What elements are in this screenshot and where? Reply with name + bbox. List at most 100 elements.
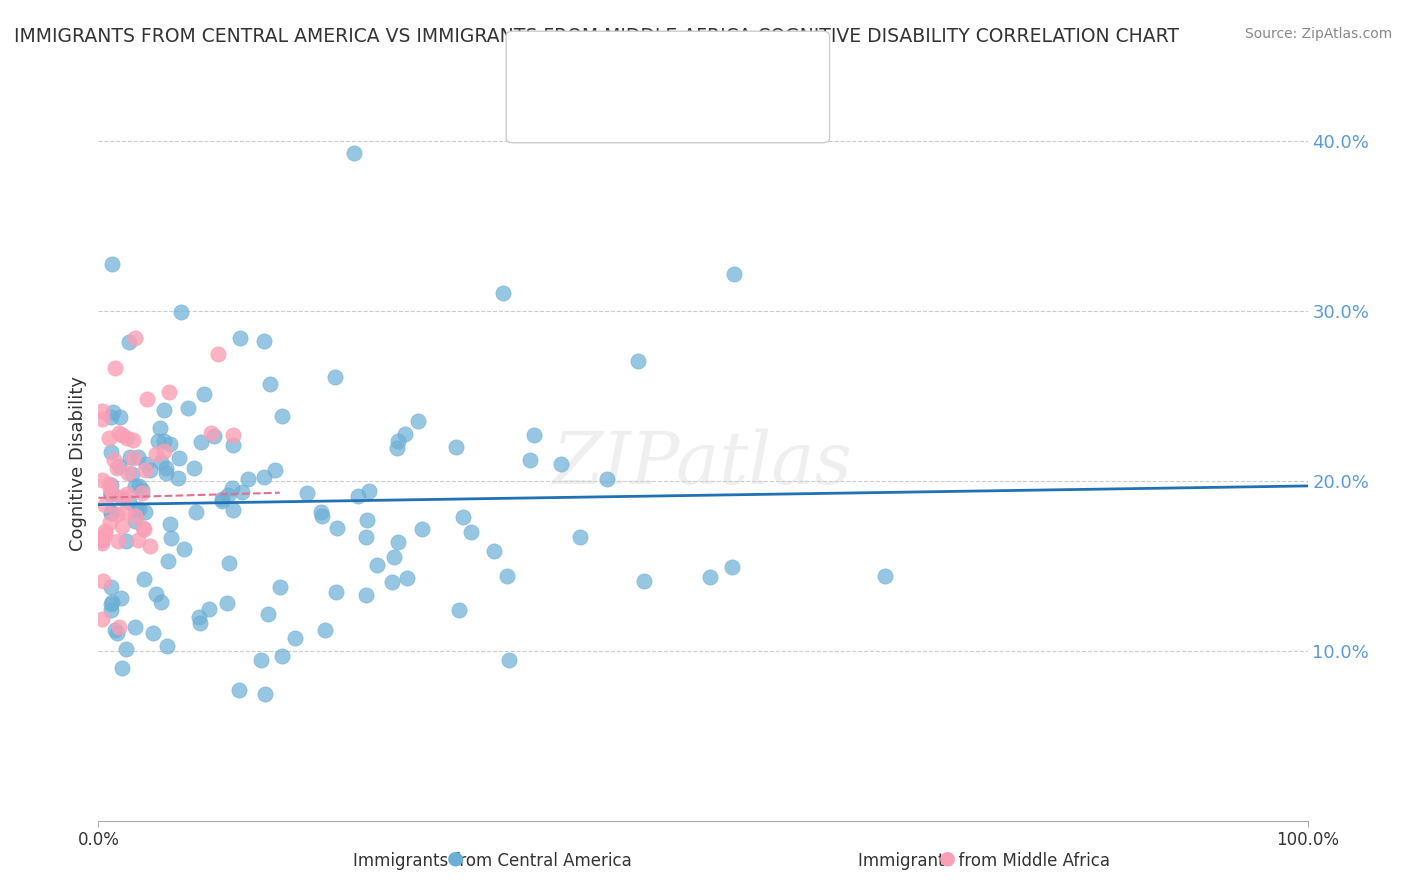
Point (259, 376, 281, 391)
Point (167, 451, 190, 466)
Text: 0.045: 0.045 (579, 58, 627, 76)
Point (354, 530, 377, 544)
Point (217, 488, 239, 502)
Point (250, 653, 273, 667)
Point (132, 522, 155, 536)
Text: ■: ■ (527, 93, 548, 112)
Point (114, 642, 136, 657)
Point (97, 431, 120, 445)
Point (124, 509, 146, 524)
Point (156, 554, 179, 568)
Point (149, 595, 172, 609)
Point (91, 412, 114, 426)
Text: Immigrants from Middle Africa: Immigrants from Middle Africa (858, 852, 1111, 870)
Point (873, 569, 896, 583)
Point (114, 505, 136, 519)
Point (229, 331, 252, 345)
Point (326, 521, 349, 535)
Point (117, 431, 139, 445)
Point (121, 451, 143, 466)
Point (381, 575, 404, 590)
Point (105, 626, 128, 640)
Point (357, 483, 380, 498)
Point (101, 487, 124, 501)
Point (451, 510, 474, 524)
Point (124, 514, 146, 528)
Point (101, 257, 124, 271)
Point (356, 513, 378, 527)
Point (128, 479, 150, 493)
Point (492, 285, 515, 300)
Point (323, 370, 346, 384)
Point (98, 515, 121, 529)
Text: Source: ZipAtlas.com: Source: ZipAtlas.com (1244, 27, 1392, 41)
Text: 47: 47 (658, 94, 685, 112)
Point (132, 572, 155, 586)
Point (170, 305, 193, 319)
Point (100, 598, 122, 612)
Point (153, 403, 176, 417)
Point (183, 461, 205, 475)
Point (127, 450, 149, 464)
Point (108, 426, 131, 441)
Point (155, 466, 177, 480)
Point (460, 525, 482, 540)
Point (107, 533, 129, 548)
Point (190, 435, 212, 450)
Point (160, 531, 183, 545)
Point (254, 687, 277, 701)
Point (115, 534, 138, 549)
Point (157, 385, 180, 400)
Point (347, 490, 370, 504)
Point (100, 580, 122, 594)
Point (200, 425, 222, 440)
Point (253, 470, 276, 484)
Point (627, 354, 650, 368)
Point (188, 610, 211, 624)
Point (309, 505, 332, 519)
Point (110, 591, 132, 606)
Point (104, 623, 127, 637)
Point (111, 518, 134, 533)
Point (104, 360, 127, 375)
Point (91, 533, 114, 547)
Point (449, 603, 471, 617)
Point (155, 461, 177, 475)
Point (108, 458, 131, 473)
Point (519, 453, 541, 467)
Point (145, 587, 167, 601)
Point (568, 530, 591, 544)
Point (236, 472, 259, 486)
Point (124, 478, 146, 492)
Text: R =: R = (551, 58, 588, 76)
Point (188, 616, 211, 631)
Point (103, 453, 125, 467)
Point (100, 487, 122, 501)
Point (108, 409, 131, 424)
Text: N =: N = (623, 58, 671, 76)
Point (150, 455, 173, 469)
Point (382, 550, 405, 565)
Point (91, 473, 114, 487)
Point (98, 483, 121, 497)
Point (128, 501, 150, 516)
Point (221, 503, 243, 517)
Point (125, 503, 148, 517)
Point (159, 436, 181, 450)
Point (156, 639, 179, 653)
Point (211, 494, 233, 508)
Point (121, 467, 143, 481)
Point (127, 533, 149, 547)
Point (484, 544, 506, 558)
Point (100, 602, 122, 616)
Point (145, 447, 167, 461)
Point (167, 471, 190, 485)
Text: ●: ● (939, 848, 956, 867)
Point (100, 410, 122, 425)
Point (222, 428, 245, 442)
Point (387, 434, 409, 448)
Point (91, 533, 114, 547)
Point (550, 457, 572, 471)
Point (444, 440, 467, 454)
Point (118, 334, 141, 349)
